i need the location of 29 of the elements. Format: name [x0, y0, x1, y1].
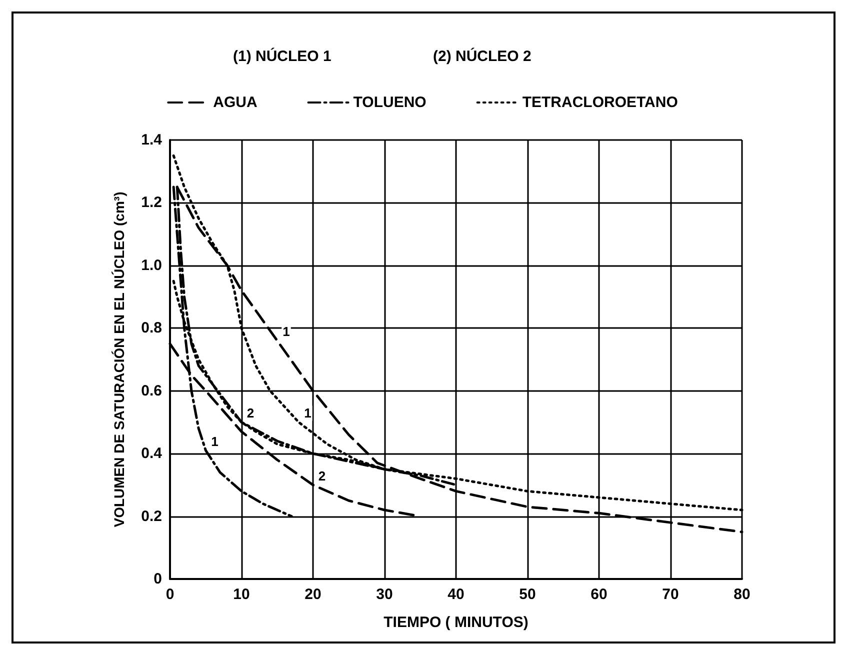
annotation: 1 — [211, 434, 218, 449]
x-tick-label: 60 — [590, 586, 608, 603]
y-tick-label: 0 — [154, 570, 162, 588]
y-tick-label: 0.8 — [141, 320, 162, 337]
annotation: 1 — [282, 324, 290, 340]
y-tick-label: 0.2 — [141, 508, 162, 525]
y-tick-label: 1.4 — [141, 132, 163, 148]
x-tick-label: 80 — [734, 586, 750, 603]
x-tick-label: 70 — [662, 586, 679, 603]
x-axis-title: TIEMPO ( MINUTOS) — [384, 614, 528, 631]
x-tick-label: 30 — [376, 586, 393, 603]
legend-label: TETRACLOROETANO — [522, 94, 678, 111]
y-tick-label: 0.6 — [141, 382, 162, 400]
legend-label: AGUA — [213, 94, 258, 111]
x-tick-label: 10 — [233, 586, 250, 603]
text: (1) NÚCLEO 1 — [233, 47, 332, 65]
annotation: 2 — [318, 468, 326, 484]
y-tick-label: 1.2 — [141, 194, 162, 212]
annotation: 2 — [246, 406, 254, 421]
x-tick-label: 0 — [166, 586, 174, 603]
x-tick-label: 20 — [304, 586, 322, 603]
y-tick-label: 0.4 — [141, 445, 163, 462]
text: (2) NÚCLEO 2 — [433, 47, 532, 65]
y-tick-label: 1.0 — [141, 256, 162, 274]
x-tick-label: 50 — [519, 586, 536, 603]
y-axis-title: VOLUMEN DE SATURACIÓN EN EL NÚCLEO (cm³) — [111, 192, 127, 528]
x-tick-label: 40 — [448, 586, 464, 603]
annotation: 1 — [304, 406, 312, 421]
legend-label: TOLUENO — [353, 94, 427, 111]
